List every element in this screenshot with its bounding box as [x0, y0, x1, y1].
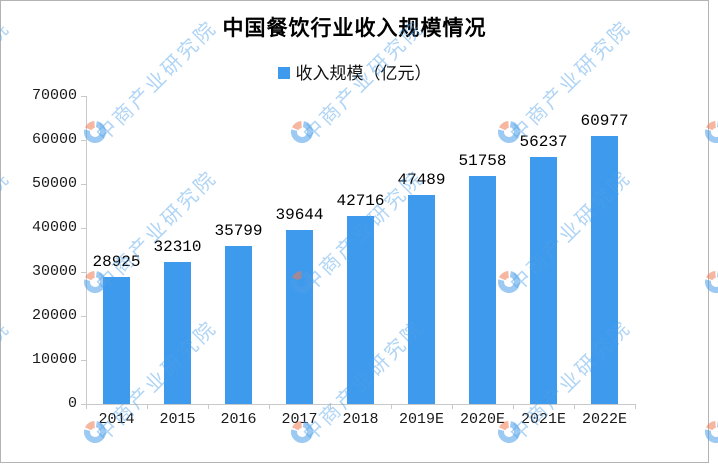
- bar-value-label: 42716: [336, 192, 385, 210]
- bar-2018: [347, 216, 374, 404]
- bar-value-label: 35799: [214, 222, 263, 240]
- watermark-text: 中商产业研究院: [712, 165, 718, 296]
- x-tick-mark: [452, 404, 453, 409]
- y-axis-tick-label: 50000: [31, 175, 77, 192]
- y-tick-mark: [81, 140, 86, 141]
- chart-legend: 收入规模（亿元）: [1, 59, 708, 84]
- legend-label: 收入规模（亿元）: [295, 64, 432, 84]
- x-tick-mark: [574, 404, 575, 409]
- y-axis-tick-label: 0: [67, 395, 77, 412]
- y-axis-tick-label: 70000: [31, 87, 77, 104]
- y-tick-mark: [81, 316, 86, 317]
- bar-2019E: [408, 195, 435, 404]
- x-tick-mark: [513, 404, 514, 409]
- x-axis-tick-label: 2019E: [398, 411, 444, 428]
- y-tick-mark: [81, 360, 86, 361]
- x-tick-mark: [269, 404, 270, 409]
- bar-2022E: [591, 136, 618, 404]
- x-tick-mark: [330, 404, 331, 409]
- y-axis-tick-label: 30000: [31, 263, 77, 280]
- y-axis-tick-label: 20000: [31, 307, 77, 324]
- bar-2014: [103, 277, 130, 404]
- x-axis-tick-label: 2020E: [459, 411, 505, 428]
- x-tick-mark: [391, 404, 392, 409]
- bar-value-label: 51758: [458, 152, 507, 170]
- chart-title: 中国餐饮行业收入规模情况: [222, 16, 487, 40]
- y-axis-tick-label: 60000: [31, 131, 77, 148]
- x-axis-tick-label: 2021E: [520, 411, 566, 428]
- bar-2021E: [530, 157, 557, 404]
- y-tick-mark: [81, 272, 86, 273]
- bar-value-label: 32310: [153, 238, 202, 256]
- bar-value-label: 47489: [397, 171, 446, 189]
- x-axis-tick-label: 2018: [342, 411, 379, 428]
- x-axis-tick-label: 2014: [98, 411, 135, 428]
- y-axis-tick-label: 10000: [31, 351, 77, 368]
- y-tick-mark: [81, 184, 86, 185]
- x-tick-mark: [86, 404, 87, 409]
- legend-marker-icon: [277, 66, 290, 79]
- bar-value-label: 60977: [580, 112, 629, 130]
- bar-value-label: 28925: [92, 253, 141, 271]
- bar-2020E: [469, 176, 496, 404]
- plot-area: 0 10000 20000 30000 40000 50000 60000 70000 2892…: [1, 1, 708, 462]
- y-tick-mark: [81, 228, 86, 229]
- x-tick-mark: [208, 404, 209, 409]
- x-axis-tick-label: 2016: [220, 411, 257, 428]
- y-tick-mark: [81, 404, 86, 405]
- x-axis-line: [86, 404, 635, 405]
- y-axis-tick-label: 40000: [31, 219, 77, 236]
- watermark-text: 中商产业研究院: [712, 315, 718, 446]
- watermark-text: 中商产业研究院: [712, 15, 718, 146]
- y-tick-mark: [81, 96, 86, 97]
- x-tick-mark: [635, 404, 636, 409]
- bar-value-label: 56237: [519, 133, 568, 151]
- x-axis-tick-label: 2022E: [581, 411, 627, 428]
- x-tick-mark: [147, 404, 148, 409]
- bar-2016: [225, 246, 252, 404]
- bar-value-label: 39644: [275, 206, 324, 224]
- x-axis-tick-label: 2017: [281, 411, 318, 428]
- y-axis-line: [86, 96, 87, 404]
- bar-2017: [286, 230, 313, 404]
- bar-2015: [164, 262, 191, 404]
- x-axis-tick-label: 2015: [159, 411, 196, 428]
